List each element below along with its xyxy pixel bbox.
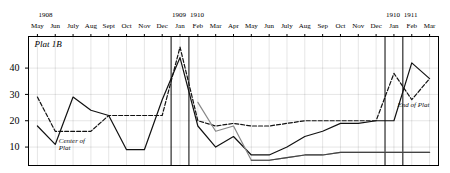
svg-text:40: 40: [10, 62, 20, 73]
svg-text:Plat 1B: Plat 1B: [34, 39, 63, 49]
svg-text:May: May: [245, 22, 258, 30]
svg-text:Dec: Dec: [157, 22, 168, 30]
svg-text:1909: 1909: [172, 11, 187, 19]
svg-text:1910: 1910: [386, 11, 401, 19]
svg-text:Center ofPlat: Center ofPlat: [58, 137, 86, 152]
svg-text:Mar: Mar: [424, 22, 436, 30]
svg-text:Aug: Aug: [299, 22, 312, 30]
svg-text:July: July: [281, 22, 293, 30]
svg-text:Jun: Jun: [50, 22, 60, 30]
svg-text:1910: 1910: [190, 11, 205, 19]
svg-text:July: July: [67, 22, 79, 30]
svg-text:30: 30: [10, 89, 20, 100]
svg-text:Nov: Nov: [138, 22, 151, 30]
svg-text:1911: 1911: [404, 11, 418, 19]
svg-text:1908: 1908: [38, 11, 53, 19]
svg-text:Jan: Jan: [389, 22, 399, 30]
svg-text:End of Plat: End of Plat: [397, 101, 431, 109]
svg-text:Oct: Oct: [335, 22, 345, 30]
svg-text:10: 10: [10, 141, 20, 152]
svg-text:Jun: Jun: [264, 22, 274, 30]
svg-text:Nov: Nov: [352, 22, 365, 30]
svg-text:Mar: Mar: [210, 22, 222, 30]
svg-text:May: May: [31, 22, 44, 30]
svg-text:Sept: Sept: [102, 22, 115, 30]
svg-text:Jan: Jan: [175, 22, 185, 30]
svg-text:Apr: Apr: [228, 22, 240, 30]
svg-text:Aug: Aug: [85, 22, 98, 30]
svg-text:Feb: Feb: [193, 22, 204, 30]
svg-text:20: 20: [10, 115, 20, 126]
svg-text:Sep: Sep: [317, 22, 328, 30]
svg-text:Dec: Dec: [370, 22, 381, 30]
svg-text:Feb: Feb: [407, 22, 418, 30]
svg-text:Oct: Oct: [121, 22, 131, 30]
